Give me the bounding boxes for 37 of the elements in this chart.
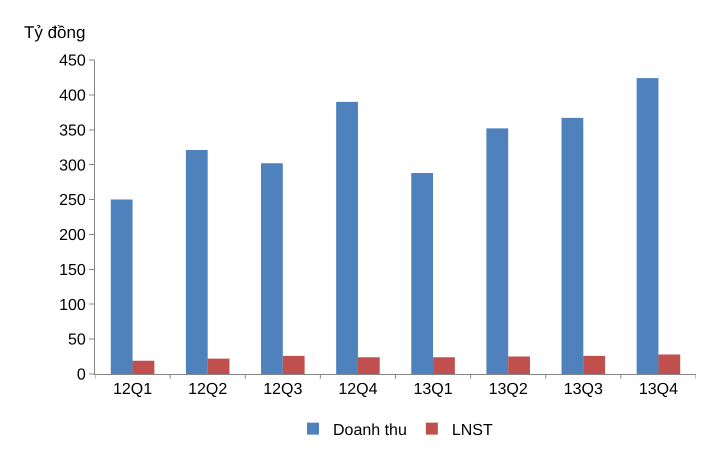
bar	[358, 357, 380, 374]
bar	[132, 360, 154, 374]
y-tick-label: 300	[59, 157, 86, 174]
y-tick-label: 100	[59, 296, 86, 314]
bar	[411, 173, 434, 374]
y-tick-label: 200	[59, 227, 86, 244]
bar	[261, 163, 283, 374]
y-tick-label: 150	[59, 262, 86, 279]
y-axis-title: Tỷ đồng	[24, 23, 86, 42]
y-tick-label: 50	[68, 332, 86, 349]
x-tick-label: 12Q3	[263, 381, 302, 398]
x-tick-label: 12Q1	[112, 381, 152, 398]
bar	[336, 102, 358, 374]
y-tick-label: 450	[59, 52, 86, 70]
y-tick-label: 400	[59, 87, 86, 104]
bar	[282, 356, 305, 374]
legend-label: LNST	[452, 422, 493, 439]
y-tick-label: 350	[59, 122, 86, 140]
x-tick-label: 13Q1	[413, 381, 453, 398]
bar	[562, 118, 584, 374]
legend-label: Doanh thu	[333, 422, 407, 439]
bar	[658, 354, 680, 374]
bar	[486, 128, 508, 374]
bar	[110, 200, 133, 374]
y-tick-label: 250	[59, 192, 86, 210]
bar	[186, 150, 208, 374]
bar	[433, 357, 455, 374]
bar	[583, 356, 606, 374]
x-tick-label: 13Q3	[564, 381, 603, 398]
bar	[508, 356, 530, 374]
x-tick-label: 13Q4	[638, 381, 678, 398]
x-tick-label: 12Q2	[188, 381, 228, 398]
bar	[636, 78, 658, 374]
y-tick-label: 0	[76, 366, 86, 384]
bar	[208, 358, 230, 374]
x-tick-label: 13Q2	[488, 381, 528, 398]
x-tick-label: 12Q4	[338, 381, 378, 398]
